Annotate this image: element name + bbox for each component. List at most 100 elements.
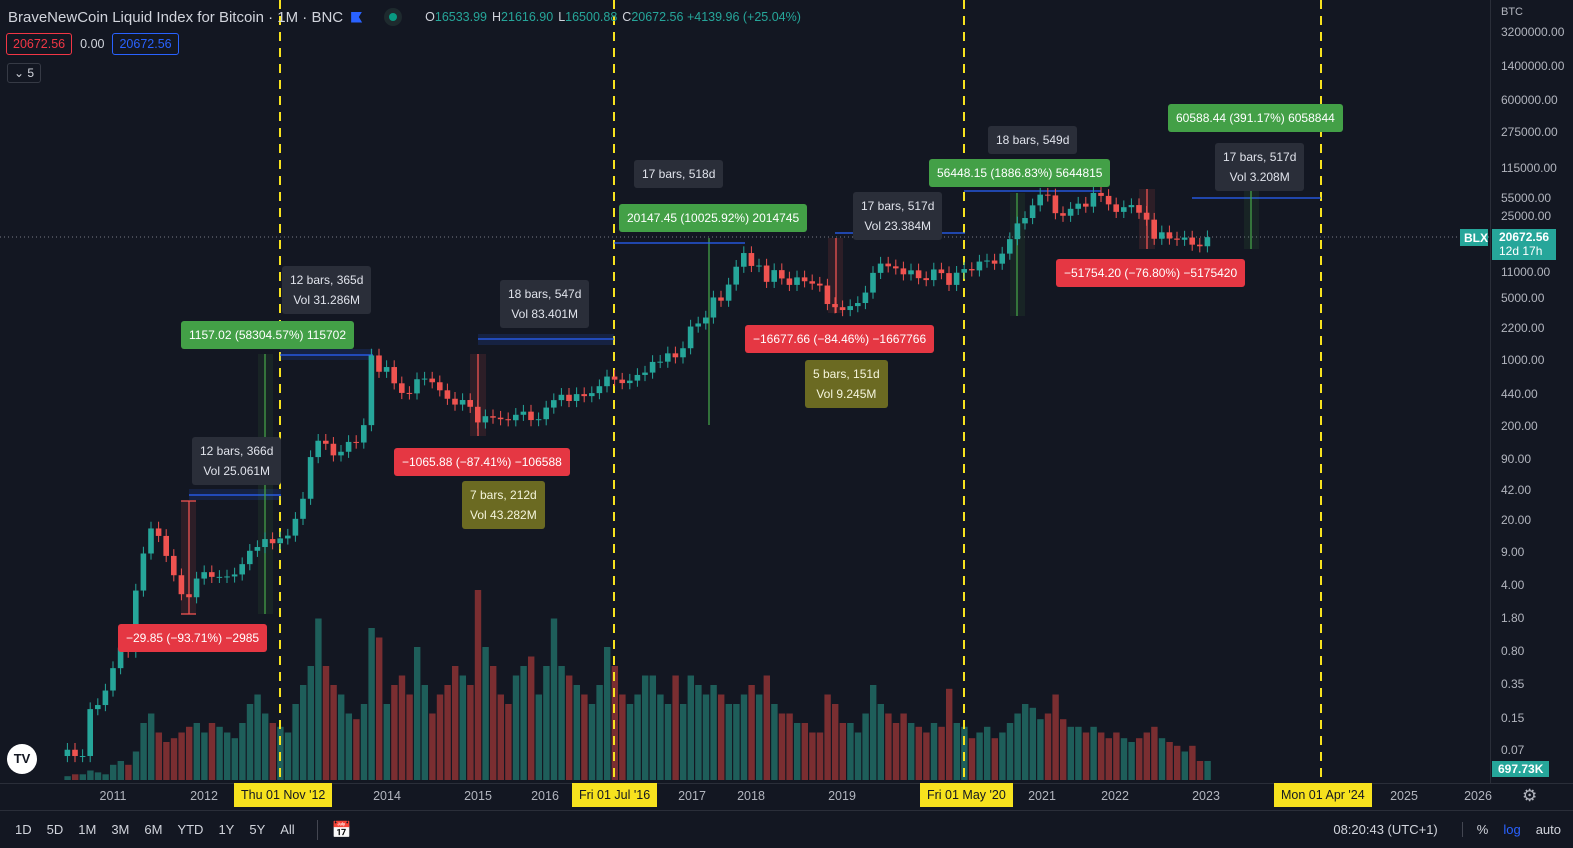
candle bbox=[1067, 208, 1074, 216]
candle bbox=[1174, 238, 1180, 240]
candle bbox=[1197, 244, 1203, 247]
volume-bar bbox=[1181, 751, 1188, 780]
label-line: 7 bars, 212d bbox=[470, 488, 537, 502]
volume-bar bbox=[467, 685, 474, 780]
range-button[interactable]: 3M bbox=[111, 822, 130, 837]
volume-bar bbox=[938, 726, 945, 780]
volume-bar bbox=[786, 713, 793, 780]
price-change-label[interactable]: 1157.02 (58304.57%) 115702 bbox=[181, 321, 355, 349]
label-line: Vol 31.286M bbox=[293, 293, 361, 307]
price-chart[interactable] bbox=[0, 0, 1490, 783]
price-change-label[interactable]: 60588.44 (391.17%) 6058844 bbox=[1168, 104, 1343, 132]
currency-selector[interactable]: BTC bbox=[1501, 6, 1523, 18]
volume-bar bbox=[695, 685, 702, 780]
sell-button[interactable]: 20672.56 bbox=[6, 33, 73, 55]
range-button[interactable]: 5Y bbox=[249, 822, 266, 837]
range-stats-label[interactable]: 7 bars, 212d Vol 43.282M bbox=[462, 481, 545, 529]
price-change-label[interactable]: −1065.88 (−87.41%) −106588 bbox=[394, 448, 570, 476]
price-change-label[interactable]: 56448.15 (1886.83%) 5644815 bbox=[929, 159, 1111, 187]
range-button[interactable]: YTD bbox=[177, 822, 204, 837]
label-line: 60588.44 (391.17%) 6058844 bbox=[1176, 111, 1335, 125]
volume-bar bbox=[1158, 738, 1166, 780]
candle bbox=[1090, 192, 1097, 207]
volume-bar bbox=[459, 675, 466, 780]
time-axis[interactable] bbox=[0, 783, 1573, 810]
volume-bar bbox=[604, 647, 611, 780]
candle bbox=[437, 382, 443, 391]
volume-bar bbox=[193, 723, 200, 780]
range-stats-label[interactable]: 17 bars, 517d Vol 23.384M bbox=[853, 192, 943, 240]
range-stats-label[interactable]: 17 bars, 518d bbox=[634, 160, 724, 188]
candle bbox=[391, 367, 397, 384]
range-button[interactable]: 5D bbox=[46, 822, 64, 837]
volume-bar bbox=[201, 732, 208, 780]
range-button[interactable]: 1Y bbox=[218, 822, 235, 837]
go-to-date-icon[interactable]: 📅 bbox=[316, 819, 352, 840]
price-change-label[interactable]: −29.85 (−93.71%) −2985 bbox=[118, 624, 268, 652]
candle bbox=[140, 553, 147, 591]
candle bbox=[368, 355, 375, 426]
tradingview-logo[interactable]: TV bbox=[7, 744, 37, 774]
range-stats-label[interactable]: 18 bars, 547d Vol 83.401M bbox=[500, 280, 590, 328]
volume-bar bbox=[991, 738, 998, 780]
candle bbox=[79, 756, 86, 758]
settings-gear-icon[interactable]: ⚙ bbox=[1522, 786, 1538, 805]
buy-button[interactable]: 20672.56 bbox=[112, 33, 179, 55]
candle bbox=[307, 457, 314, 499]
price-tick: 0.35 bbox=[1501, 677, 1525, 691]
volume-bar bbox=[558, 666, 565, 780]
percent-scale-toggle[interactable]: % bbox=[1461, 822, 1488, 837]
volume-bar bbox=[1204, 761, 1211, 780]
range-button[interactable]: All bbox=[280, 822, 295, 837]
candle bbox=[581, 394, 587, 397]
volume-bar bbox=[132, 751, 140, 780]
market-status-icon[interactable] bbox=[384, 8, 403, 26]
range-stats-label[interactable]: 12 bars, 365d Vol 31.286M bbox=[282, 266, 372, 314]
range-button[interactable]: 1D bbox=[15, 822, 32, 837]
range-button[interactable]: 6M bbox=[144, 822, 163, 837]
range-stats-label[interactable]: 12 bars, 366d Vol 25.061M bbox=[192, 437, 282, 485]
label-line: −16677.66 (−84.46%) −1667766 bbox=[753, 332, 927, 346]
symbol-title[interactable]: BraveNewCoin Liquid Index for Bitcoin · … bbox=[8, 8, 344, 26]
volume-bar bbox=[999, 732, 1006, 780]
range-stats-label[interactable]: 17 bars, 517d Vol 3.208M bbox=[1215, 143, 1305, 191]
log-scale-toggle[interactable]: log bbox=[1503, 822, 1521, 837]
volume-bar bbox=[1029, 707, 1036, 780]
volume-bar bbox=[839, 723, 846, 780]
volume-bar bbox=[383, 704, 390, 780]
candle bbox=[573, 394, 580, 402]
range-stats-label[interactable]: 18 bars, 549d bbox=[988, 126, 1078, 154]
volume-bar bbox=[710, 685, 717, 780]
label-line: 1157.02 (58304.57%) 115702 bbox=[189, 328, 347, 342]
price-change-label[interactable]: −16677.66 (−84.46%) −1667766 bbox=[745, 325, 935, 353]
indicators-toggle[interactable]: ⌄ 5 bbox=[7, 63, 42, 83]
candle bbox=[543, 407, 549, 420]
volume-bar bbox=[725, 704, 732, 780]
candle bbox=[847, 306, 853, 311]
chevron-down-icon: ⌄ bbox=[14, 66, 28, 80]
candle bbox=[95, 705, 101, 710]
volume-bar bbox=[649, 675, 656, 780]
candle bbox=[900, 268, 907, 275]
candle bbox=[794, 277, 800, 285]
candle bbox=[254, 547, 261, 551]
volume-bar bbox=[436, 694, 444, 780]
auto-scale-toggle[interactable]: auto bbox=[1535, 822, 1561, 837]
price-change-label[interactable]: −51754.20 (−76.80%) −5175420 bbox=[1056, 259, 1246, 287]
volume-bar bbox=[1120, 738, 1128, 780]
range-button[interactable]: 1M bbox=[78, 822, 97, 837]
candle bbox=[870, 272, 876, 293]
price-tick: 1400000.00 bbox=[1501, 59, 1565, 73]
volume-bar bbox=[1196, 761, 1204, 780]
volume-bar bbox=[718, 694, 725, 780]
price-tick: 115000.00 bbox=[1501, 161, 1557, 175]
flag-icon[interactable] bbox=[351, 11, 363, 23]
price-change-label[interactable]: 20147.45 (10025.92%) 2014745 bbox=[619, 204, 808, 232]
volume-bar bbox=[497, 694, 504, 780]
price-axis[interactable]: BTC 3200000.00 1400000.00 600000.00 275000.… bbox=[1490, 0, 1573, 783]
candle bbox=[1189, 237, 1195, 245]
volume-bar bbox=[824, 694, 831, 780]
range-stats-label[interactable]: 5 bars, 151d Vol 9.245M bbox=[805, 360, 888, 408]
candle bbox=[969, 269, 975, 271]
volume-bar bbox=[345, 713, 352, 780]
